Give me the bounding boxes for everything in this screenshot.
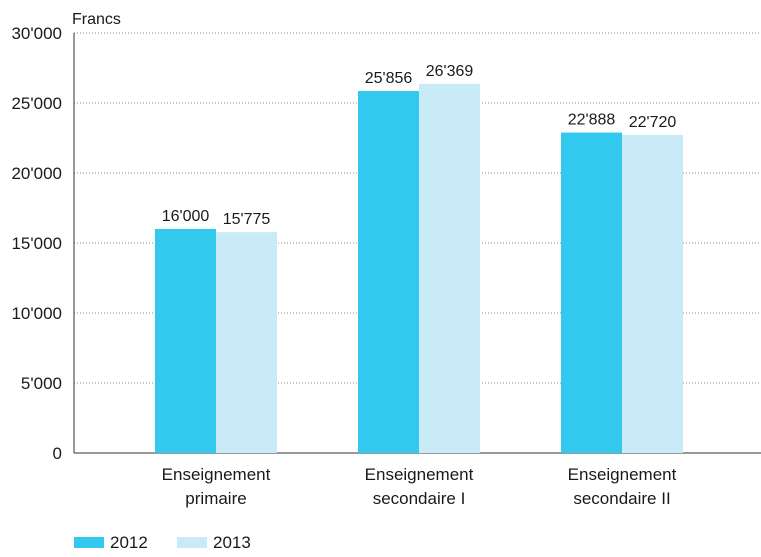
legend: 2012 2013 — [74, 533, 251, 552]
bar — [155, 229, 216, 453]
bar — [358, 91, 419, 454]
x-tick-label: Enseignement — [162, 465, 271, 484]
y-tick-label: 30'000 — [11, 24, 62, 43]
legend-swatch — [177, 537, 207, 548]
data-label: 26'369 — [426, 63, 474, 80]
y-tick-label: 0 — [53, 444, 62, 463]
x-tick-label: secondaire I — [373, 489, 466, 508]
bar — [216, 232, 277, 453]
y-tick-label: 20'000 — [11, 164, 62, 183]
data-label: 22'888 — [568, 112, 616, 129]
data-label: 22'720 — [629, 114, 677, 131]
legend-swatch — [74, 537, 104, 548]
x-tick-label: Enseignement — [568, 465, 677, 484]
bar — [622, 134, 683, 454]
y-tick-label: 5'000 — [21, 374, 62, 393]
y-axis-unit-label: Francs — [72, 11, 121, 28]
y-tick-label: 25'000 — [11, 94, 62, 113]
y-tick-label: 15'000 — [11, 234, 62, 253]
x-tick-label: secondaire II — [573, 489, 670, 508]
legend-label: 2013 — [213, 533, 251, 552]
data-label: 25'856 — [365, 70, 413, 87]
data-label: 15'775 — [223, 211, 271, 228]
data-label: 16'000 — [162, 208, 210, 225]
bar-layer — [155, 83, 683, 454]
x-tick-label: primaire — [185, 489, 246, 508]
legend-label: 2012 — [110, 533, 148, 552]
y-tick-label: 10'000 — [11, 304, 62, 323]
bar — [561, 132, 622, 453]
label-layer: Francs 0 5'000 10'000 15'000 20'000 25'000 30'0… — [11, 11, 676, 508]
bar — [419, 83, 480, 454]
x-tick-label: Enseignement — [365, 465, 474, 484]
